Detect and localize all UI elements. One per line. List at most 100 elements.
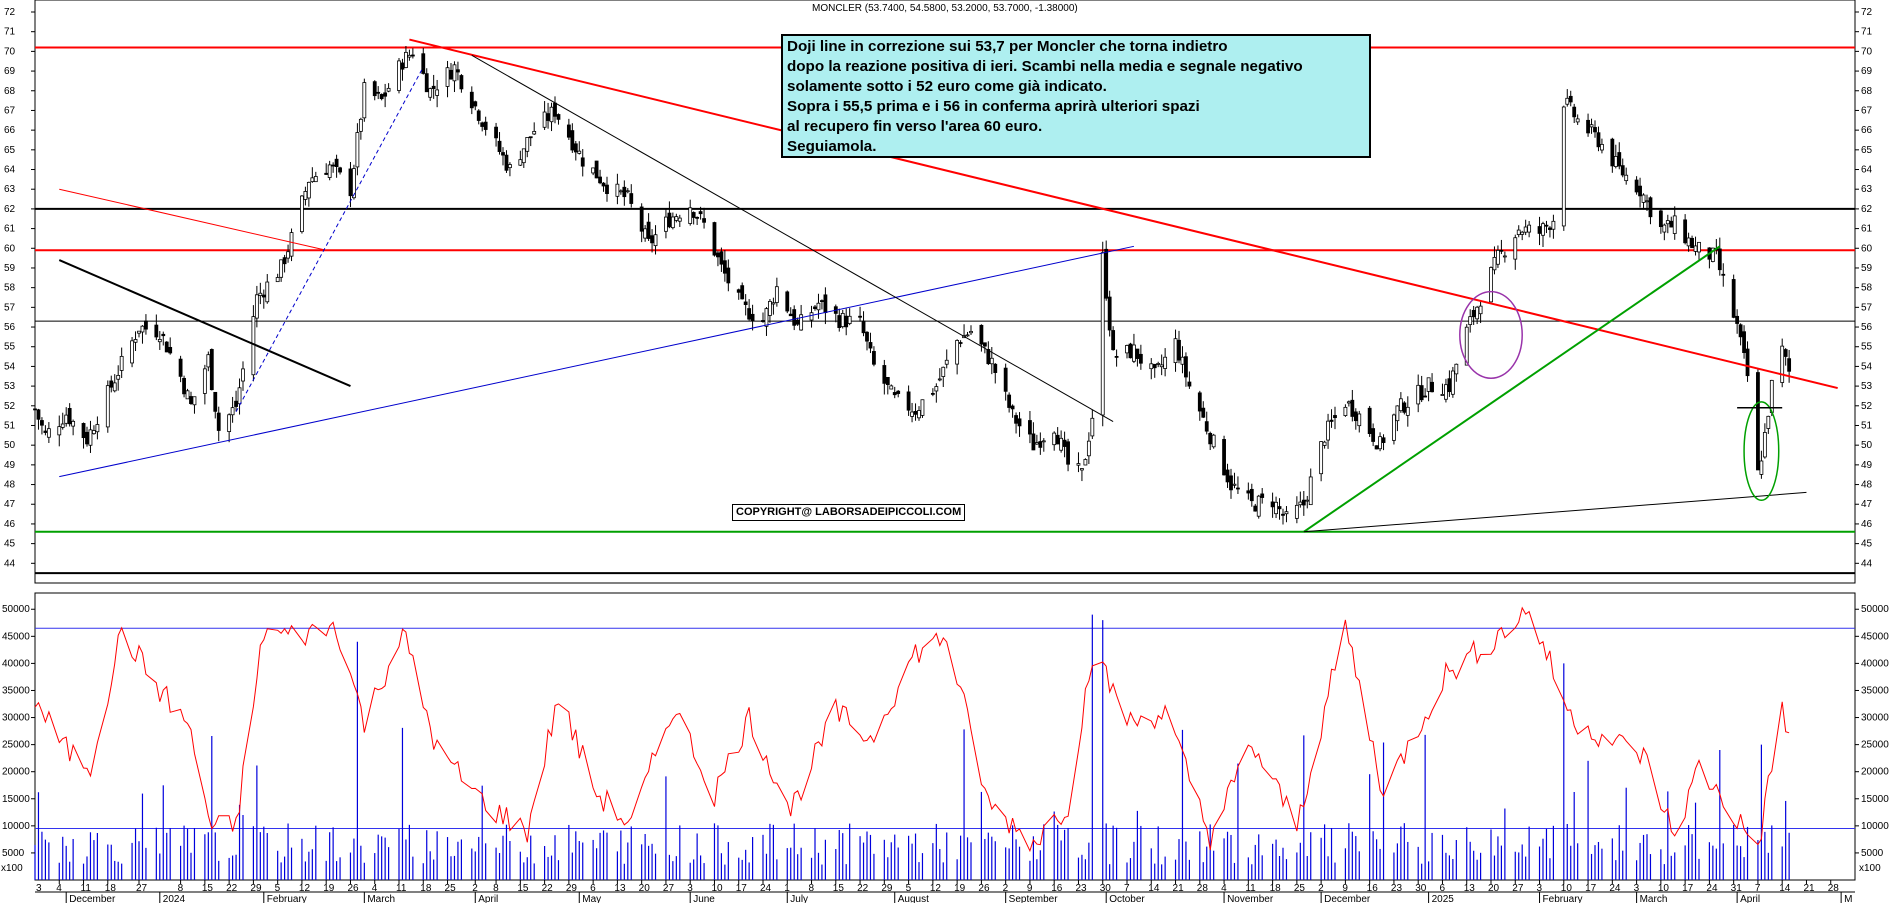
x-day-label: 9 [1027, 883, 1033, 894]
candle-body [1423, 395, 1428, 398]
candle-body [1180, 356, 1185, 365]
price-axis-label-right: 62 [1861, 204, 1873, 215]
candle-body [410, 54, 415, 57]
candle-body [1395, 405, 1400, 422]
candle-body [1308, 476, 1313, 506]
candle-body [185, 390, 190, 400]
volume-axis-label-right: 30000 [1861, 713, 1889, 724]
candle-body [1007, 394, 1012, 408]
candle-body [67, 408, 72, 425]
candle-body [1378, 436, 1382, 450]
x-day-label: 22 [857, 883, 869, 894]
candle-body [289, 232, 294, 257]
candle-body [189, 396, 193, 404]
candle-body [1710, 247, 1715, 262]
candle-body [1496, 250, 1500, 265]
x-day-label: 14 [1779, 883, 1791, 894]
candle-body [1187, 381, 1192, 387]
x-month-label: August [898, 894, 929, 903]
candle-body [792, 309, 797, 326]
candle-body [119, 355, 124, 371]
candle-body [501, 152, 505, 156]
candle-body [1038, 441, 1043, 448]
volume-axis-label-left: 20000 [2, 767, 30, 778]
x-day-label: 18 [1270, 883, 1282, 894]
candle-body [1367, 407, 1372, 434]
candle-body [750, 313, 755, 322]
candle-body [1357, 413, 1362, 427]
candle-body [1468, 316, 1473, 326]
candle-body [265, 281, 270, 303]
candle-body [674, 216, 679, 221]
candle-body [57, 426, 62, 436]
candle-body [1731, 279, 1736, 318]
candle-body [286, 251, 290, 259]
candle-body [1759, 460, 1764, 475]
candle-body [1017, 418, 1022, 427]
volume-axis-label-right: 10000 [1861, 821, 1889, 832]
candle-body [788, 313, 793, 317]
candle-body [71, 420, 76, 427]
x-month-label: April [1740, 894, 1760, 903]
price-axis-label-right: 54 [1861, 361, 1873, 372]
candle-body [424, 73, 429, 93]
x-day-label: 25 [445, 883, 457, 894]
price-axis-label-left: 67 [4, 105, 16, 116]
candle-body [459, 75, 464, 90]
candle-body [1783, 349, 1788, 357]
candle-body [1031, 433, 1036, 451]
candle-body [937, 378, 942, 381]
candle-body [192, 396, 197, 406]
x-day-label: 6 [590, 883, 596, 894]
price-axis-label-left: 71 [4, 27, 16, 38]
x-day-label: 29 [566, 883, 578, 894]
candle-body [1392, 414, 1396, 441]
x-day-label: 2 [1003, 883, 1009, 894]
candle-body [383, 92, 388, 97]
candle-body [1076, 463, 1081, 466]
candle-body [1301, 499, 1306, 506]
volume-axis-label-right: 25000 [1861, 740, 1889, 751]
candle-body [1229, 475, 1233, 491]
candle-body [355, 132, 360, 168]
candle-body [920, 399, 925, 416]
candle-body [1010, 405, 1015, 410]
price-axis-label-left: 55 [4, 342, 16, 353]
candle-body [1683, 219, 1688, 244]
candle-body [1405, 406, 1410, 416]
price-axis-label-left: 62 [4, 204, 16, 215]
candle-body [279, 259, 284, 278]
candle-body [872, 351, 876, 365]
candle-body [1253, 505, 1258, 512]
candle-body [473, 101, 478, 107]
candle-body [1513, 237, 1518, 260]
candle-body [1298, 501, 1303, 506]
candle-body [965, 334, 970, 337]
candle-body [1665, 220, 1670, 225]
price-axis-label-left: 69 [4, 66, 16, 77]
x-day-label: 27 [663, 883, 675, 894]
candle-body [1211, 434, 1216, 448]
candle-body [1502, 255, 1507, 258]
trendline [58, 259, 351, 388]
candle-body [958, 342, 963, 344]
candle-body [334, 158, 339, 167]
x-day-label: 17 [1682, 883, 1694, 894]
candle-body [1284, 511, 1289, 515]
candle-body [847, 315, 852, 324]
candle-body [137, 330, 141, 334]
x-day-label: 8 [809, 883, 815, 894]
x-day-label: 5 [275, 883, 281, 894]
candle-body [1662, 224, 1667, 233]
candle-body [615, 183, 620, 197]
candle-body [469, 91, 474, 109]
x-day-label: 13 [1464, 883, 1476, 894]
title-svg: MONCLER (53.7400, 54.5800, 53.2000, 53.7… [812, 3, 1078, 14]
candle-body [698, 211, 703, 215]
candle-body [105, 385, 110, 428]
candle-body [865, 331, 869, 342]
candle-body [1444, 384, 1448, 400]
candle-body [400, 62, 405, 70]
price-axis-label-right: 70 [1861, 46, 1873, 57]
